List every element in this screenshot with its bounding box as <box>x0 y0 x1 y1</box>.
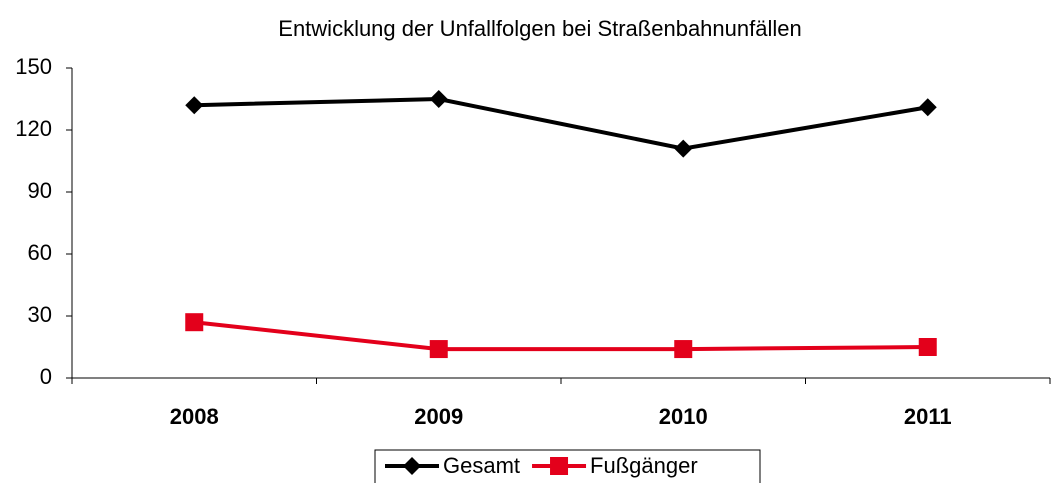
legend-label: Fußgänger <box>590 453 698 478</box>
data-point <box>918 338 937 356</box>
data-point <box>185 313 204 332</box>
data-point <box>918 98 937 117</box>
x-tick-label: 2011 <box>904 404 952 429</box>
data-point <box>429 90 448 108</box>
y-tick-label: 120 <box>15 116 52 141</box>
y-tick-label: 0 <box>40 364 52 389</box>
chart-title: Entwicklung der Unfallfolgen bei Straßen… <box>278 16 801 41</box>
legend-marker <box>550 457 569 475</box>
legend-marker <box>403 457 421 475</box>
x-tick-label: 2010 <box>659 404 708 429</box>
data-point <box>185 96 204 115</box>
legend-label: Gesamt <box>443 453 520 478</box>
x-tick-label: 2008 <box>170 404 219 429</box>
data-point <box>674 139 693 158</box>
data-point <box>674 340 693 359</box>
x-tick-label: 2009 <box>414 404 463 429</box>
y-tick-label: 90 <box>28 178 52 203</box>
y-tick-label: 150 <box>15 54 52 79</box>
data-point <box>429 340 448 359</box>
y-tick-label: 60 <box>28 240 52 265</box>
y-tick-label: 30 <box>28 302 52 327</box>
series-line <box>194 320 928 352</box>
series-line <box>194 96 929 151</box>
